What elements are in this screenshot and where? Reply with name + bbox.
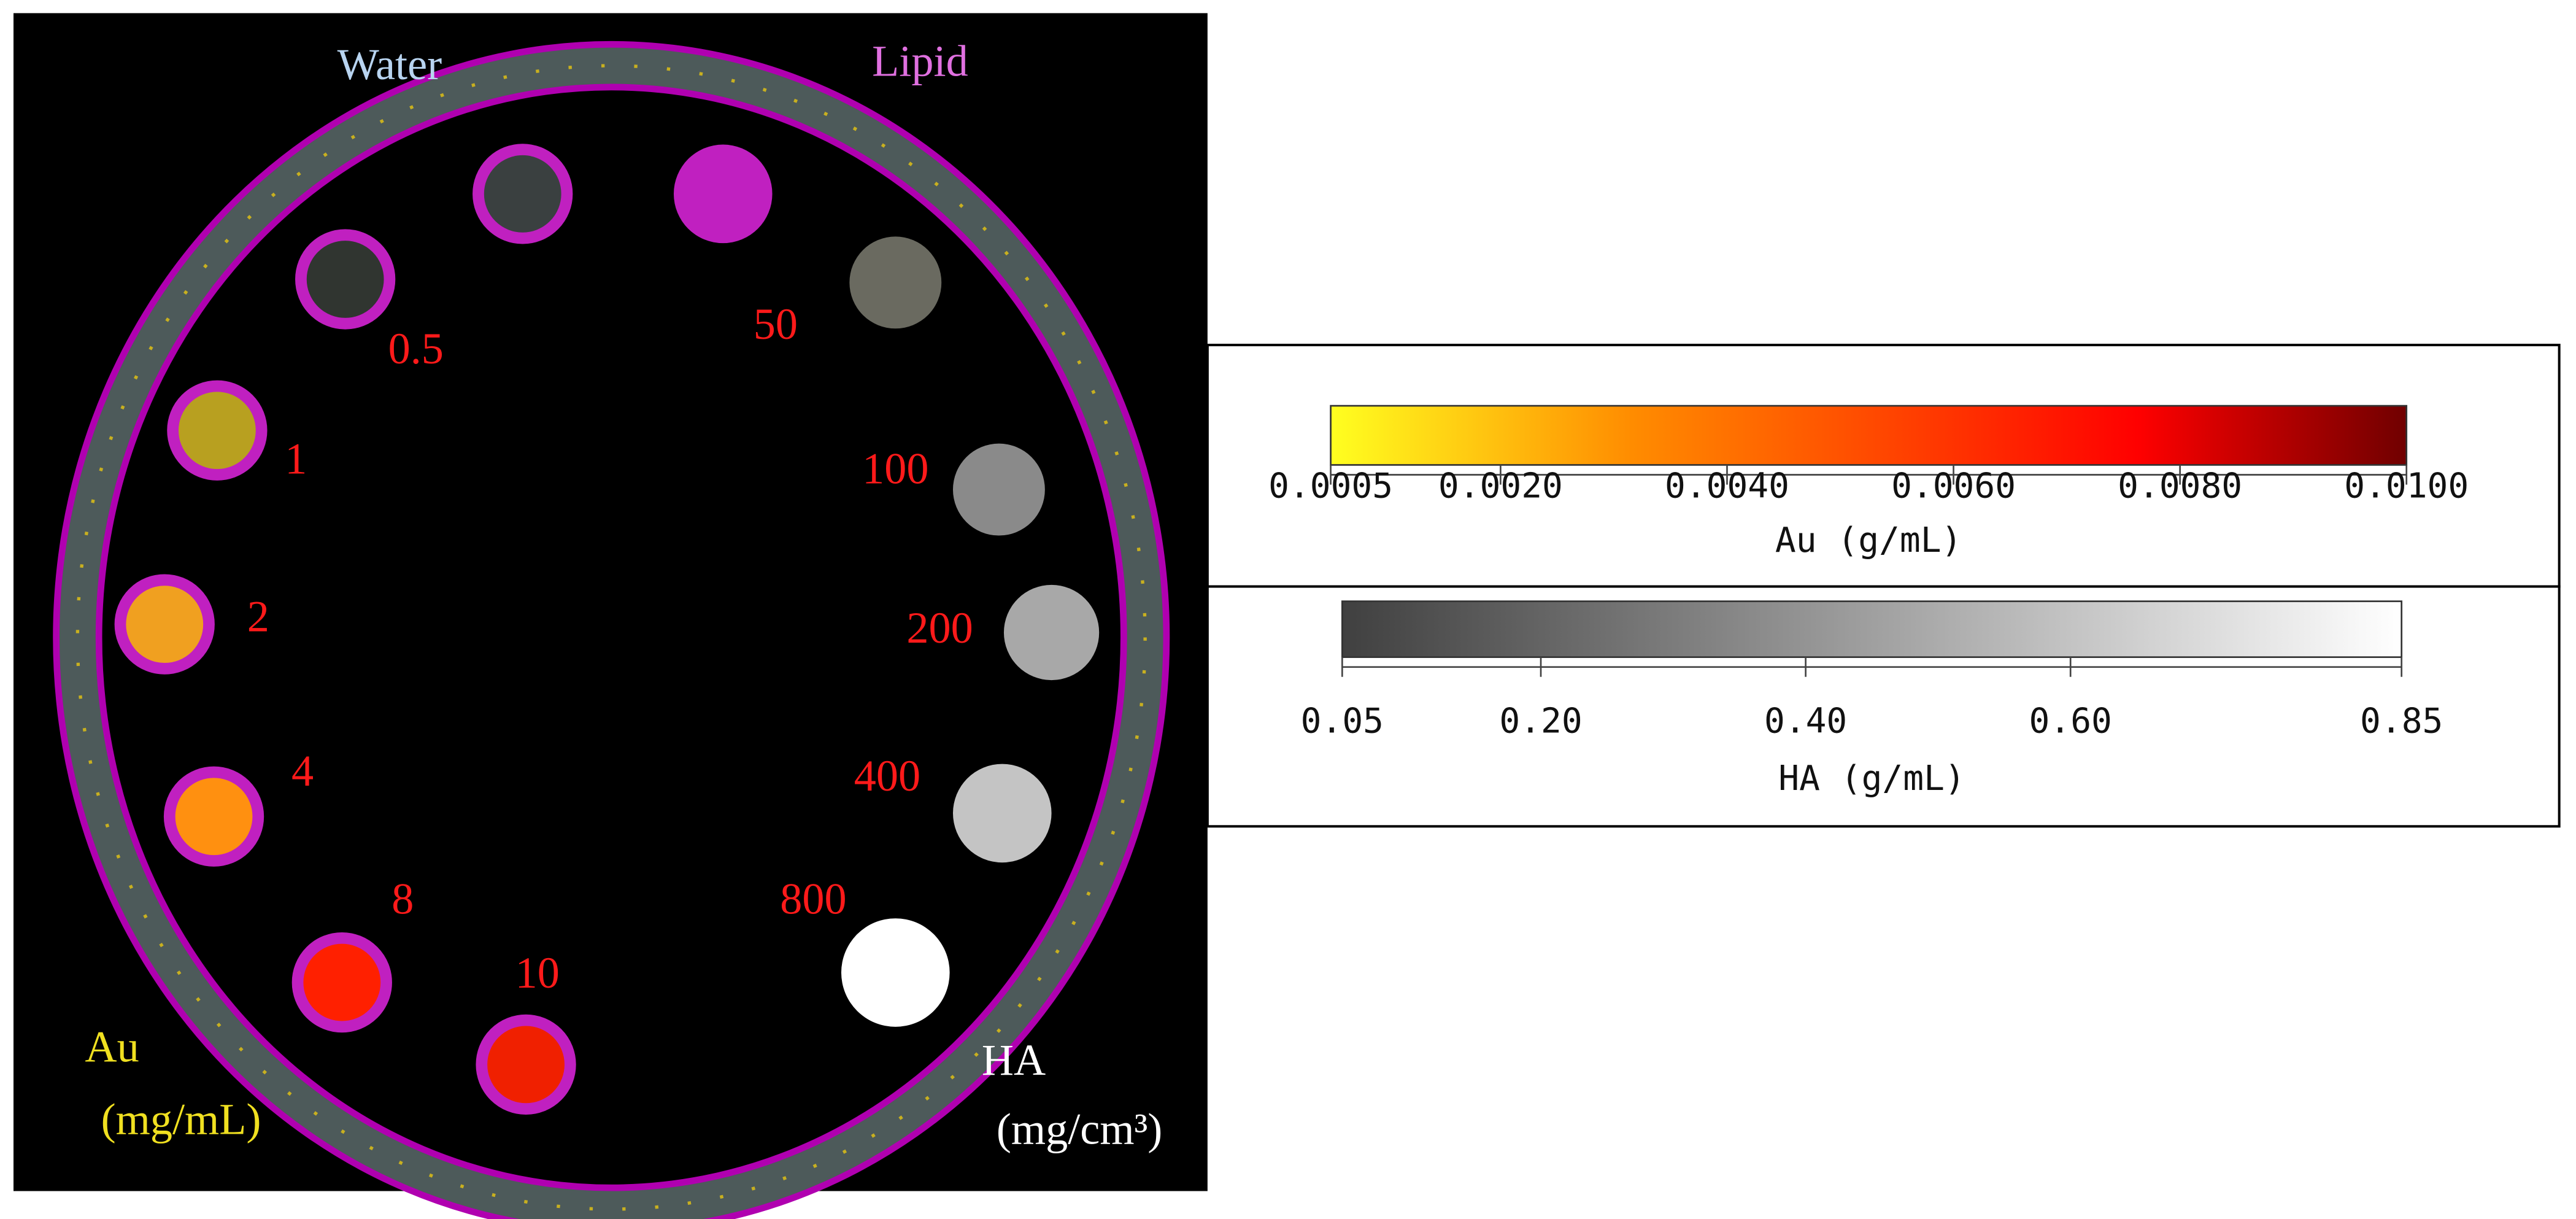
au-unit: (mg/mL)	[101, 1094, 261, 1144]
ha-vial	[849, 236, 942, 329]
ha-vial-label: 100	[862, 444, 928, 493]
au-vial	[476, 1014, 576, 1115]
tick-label: 0.0040	[1665, 466, 1789, 506]
water-label: Water	[337, 40, 442, 89]
phantom-speckle	[75, 64, 1147, 1211]
tick-label: 0.0005	[1268, 466, 1393, 506]
ha-vial	[952, 443, 1045, 536]
colorbar-title: HA (g/mL)	[1778, 759, 1965, 799]
tick-label: 0.40	[1764, 701, 1847, 741]
ha-vial-label: 400	[854, 751, 920, 800]
ha-vial	[1003, 584, 1100, 681]
ha-label: HA	[982, 1035, 1046, 1085]
au-vial	[167, 380, 268, 481]
au-vial	[291, 932, 392, 1033]
tick-label: 0.85	[2360, 701, 2443, 741]
au-vial-label: 0.5	[388, 324, 444, 373]
au-vial	[295, 229, 396, 330]
tick-label: 0.0020	[1438, 466, 1563, 506]
au-vial-label: 10	[515, 948, 560, 997]
colorbar	[1330, 404, 2408, 466]
tick-label: 0.0100	[2344, 466, 2469, 506]
au-vial-label: 2	[247, 592, 269, 641]
au-vial	[163, 766, 264, 867]
tick-label: 0.05	[1301, 701, 1384, 741]
tick-label: 0.0060	[1891, 466, 2016, 506]
au-vial-label: 8	[391, 875, 414, 924]
colorbar-title: Au (g/mL)	[1775, 520, 1962, 560]
ha-vial-label: 200	[906, 603, 973, 652]
au-vial	[114, 574, 215, 675]
tick-label: 0.20	[1499, 701, 1582, 741]
ha-vial	[841, 918, 950, 1027]
vials: 0.5 1 2 4 8 10 50 100 200 400 800	[114, 144, 1100, 1115]
lipid-label: Lipid	[872, 37, 968, 86]
tick-label: 0.60	[2029, 701, 2112, 741]
ha-vial-label: 800	[780, 875, 846, 924]
ha-vial	[952, 764, 1052, 863]
au-vial-label: 1	[285, 434, 307, 483]
au-label: Au	[85, 1023, 139, 1072]
water-vial	[472, 144, 573, 244]
ha-unit: (mg/cm³)	[997, 1104, 1162, 1153]
tick-label: 0.0080	[2118, 466, 2242, 506]
colorbar	[1341, 600, 2403, 658]
ha-vial-label: 50	[754, 300, 798, 349]
au-vial-label: 4	[291, 746, 314, 795]
lipid-vial	[673, 144, 773, 244]
colorbars: 0.0005 0.0020 0.0040 0.0060 0.0080 0.0100 Au (…	[1268, 404, 2469, 799]
